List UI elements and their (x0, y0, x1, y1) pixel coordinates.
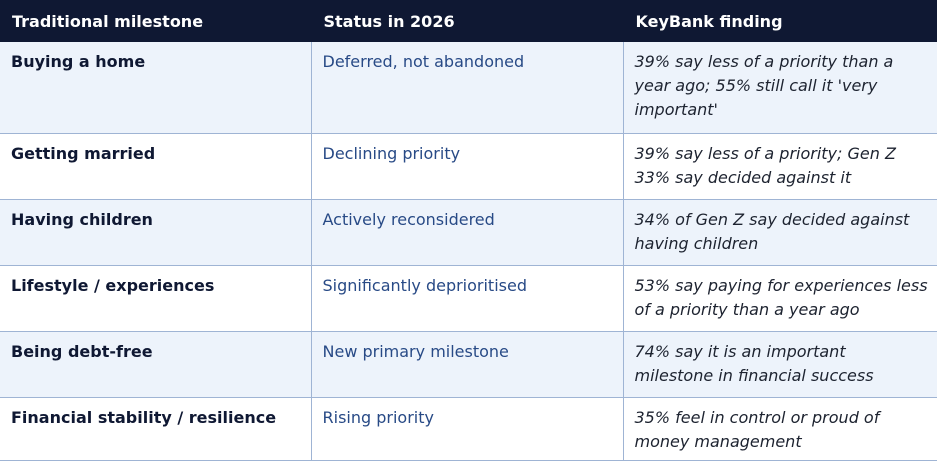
status-cell: Significantly deprioritised (310, 265, 624, 332)
table-body: Buying a home Deferred, not abandoned 39… (0, 42, 937, 461)
header-status-2026: Status in 2026 (311, 0, 624, 42)
milestone-cell: Getting married (0, 133, 312, 200)
finding-cell: 35% feel in control or proud of money ma… (622, 397, 937, 461)
table-row: Having children Actively reconsidered 34… (0, 199, 937, 266)
finding-cell: 34% of Gen Z say decided against having … (622, 199, 937, 266)
table-row: Lifestyle / experiences Significantly de… (0, 265, 937, 332)
table-row: Buying a home Deferred, not abandoned 39… (0, 42, 937, 134)
milestone-cell: Buying a home (0, 42, 312, 134)
status-cell: Deferred, not abandoned (310, 42, 624, 134)
status-cell: Declining priority (310, 133, 624, 200)
milestone-cell: Financial stability / resilience (0, 397, 312, 461)
finding-cell: 74% say it is an important milestone in … (622, 331, 937, 398)
table-row: Being debt-free New primary milestone 74… (0, 331, 937, 398)
header-row: Traditional milestone Status in 2026 Key… (0, 0, 937, 42)
finding-cell: 53% say paying for experiences less of a… (622, 265, 937, 332)
milestone-cell: Being debt-free (0, 331, 312, 398)
status-cell: Actively reconsidered (310, 199, 624, 266)
table-row: Financial stability / resilience Rising … (0, 397, 937, 461)
header-keybank-finding: KeyBank finding (623, 0, 937, 42)
header-traditional-milestone: Traditional milestone (0, 0, 312, 42)
table-row: Getting married Declining priority 39% s… (0, 133, 937, 200)
finding-cell: 39% say less of a priority; Gen Z 33% sa… (622, 133, 937, 200)
table-header: Traditional milestone Status in 2026 Key… (0, 0, 937, 42)
milestone-cell: Lifestyle / experiences (0, 265, 312, 332)
finding-cell: 39% say less of a priority than a year a… (622, 42, 937, 134)
milestone-cell: Having children (0, 199, 312, 266)
status-cell: New primary milestone (310, 331, 624, 398)
status-cell: Rising priority (310, 397, 624, 461)
